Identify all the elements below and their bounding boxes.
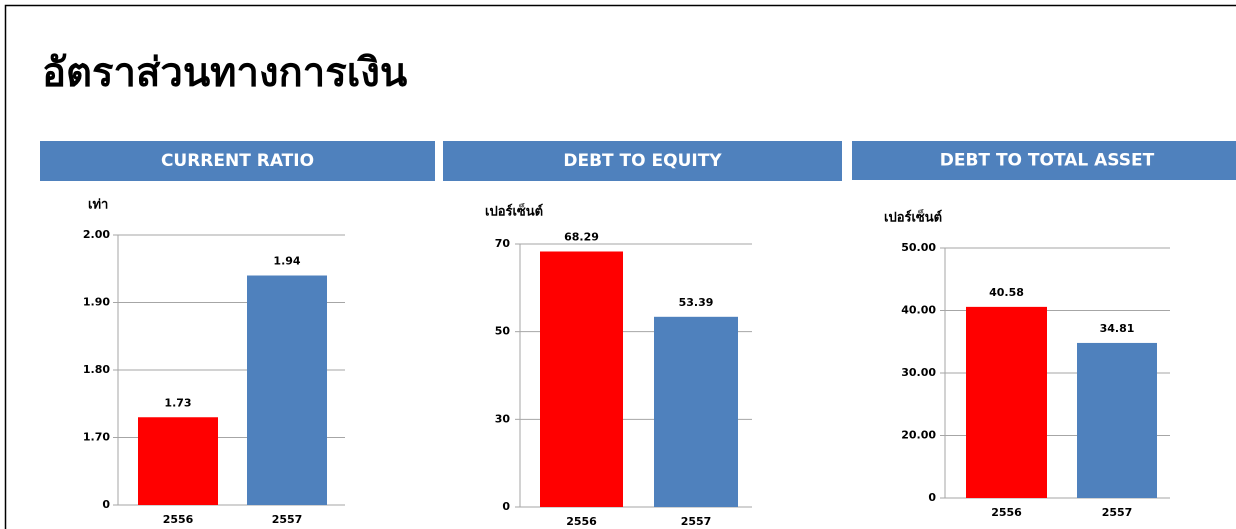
data-label: 1.73 [164,396,191,409]
y-axis-label: เปอร์เซ็นต์ [485,202,543,220]
y-tick-label: 50 [495,325,511,338]
bar [540,251,623,507]
y-tick-label: 0 [928,491,936,504]
data-label: 1.94 [273,255,300,268]
page-title: อัตราส่วนทางการเงิน [42,50,407,96]
y-tick-label: 0 [102,498,110,511]
x-tick-label: 2557 [1102,506,1133,519]
chart-header [443,141,842,181]
chart-header [40,141,435,181]
data-label: 34.81 [1100,322,1135,335]
data-label: 53.39 [679,296,714,309]
x-tick-label: 2556 [991,506,1022,519]
y-tick-label: 30 [495,412,511,425]
y-tick-label: 1.80 [83,363,110,376]
x-tick-label: 2557 [272,513,303,526]
chart-title: CURRENT RATIO [161,151,314,171]
y-tick-label: 50.00 [901,241,936,254]
bar [654,316,738,507]
y-tick-label: 2.00 [83,228,110,241]
bar [247,275,327,505]
y-tick-label: 1.70 [83,431,110,444]
x-tick-label: 2557 [681,515,712,528]
bar [966,306,1047,498]
y-tick-label: 1.90 [83,296,110,309]
y-axis-label: เท่า [88,198,108,213]
y-tick-label: 40.00 [901,304,936,317]
x-tick-label: 2556 [163,513,194,526]
chart-title: DEBT TO EQUITY [563,151,722,171]
bar [1077,342,1157,498]
bar [138,417,218,505]
y-tick-label: 0 [502,500,510,513]
chart-title: DEBT TO TOTAL ASSET [940,151,1155,171]
x-tick-label: 2556 [566,515,597,528]
chart-header [852,141,1236,180]
data-label: 68.29 [564,230,599,243]
y-tick-label: 30.00 [901,366,936,379]
y-axis-label: เปอร์เซ็นต์ [884,208,942,226]
data-label: 40.58 [989,286,1024,299]
y-tick-label: 20.00 [901,429,936,442]
y-tick-label: 70 [495,237,511,250]
